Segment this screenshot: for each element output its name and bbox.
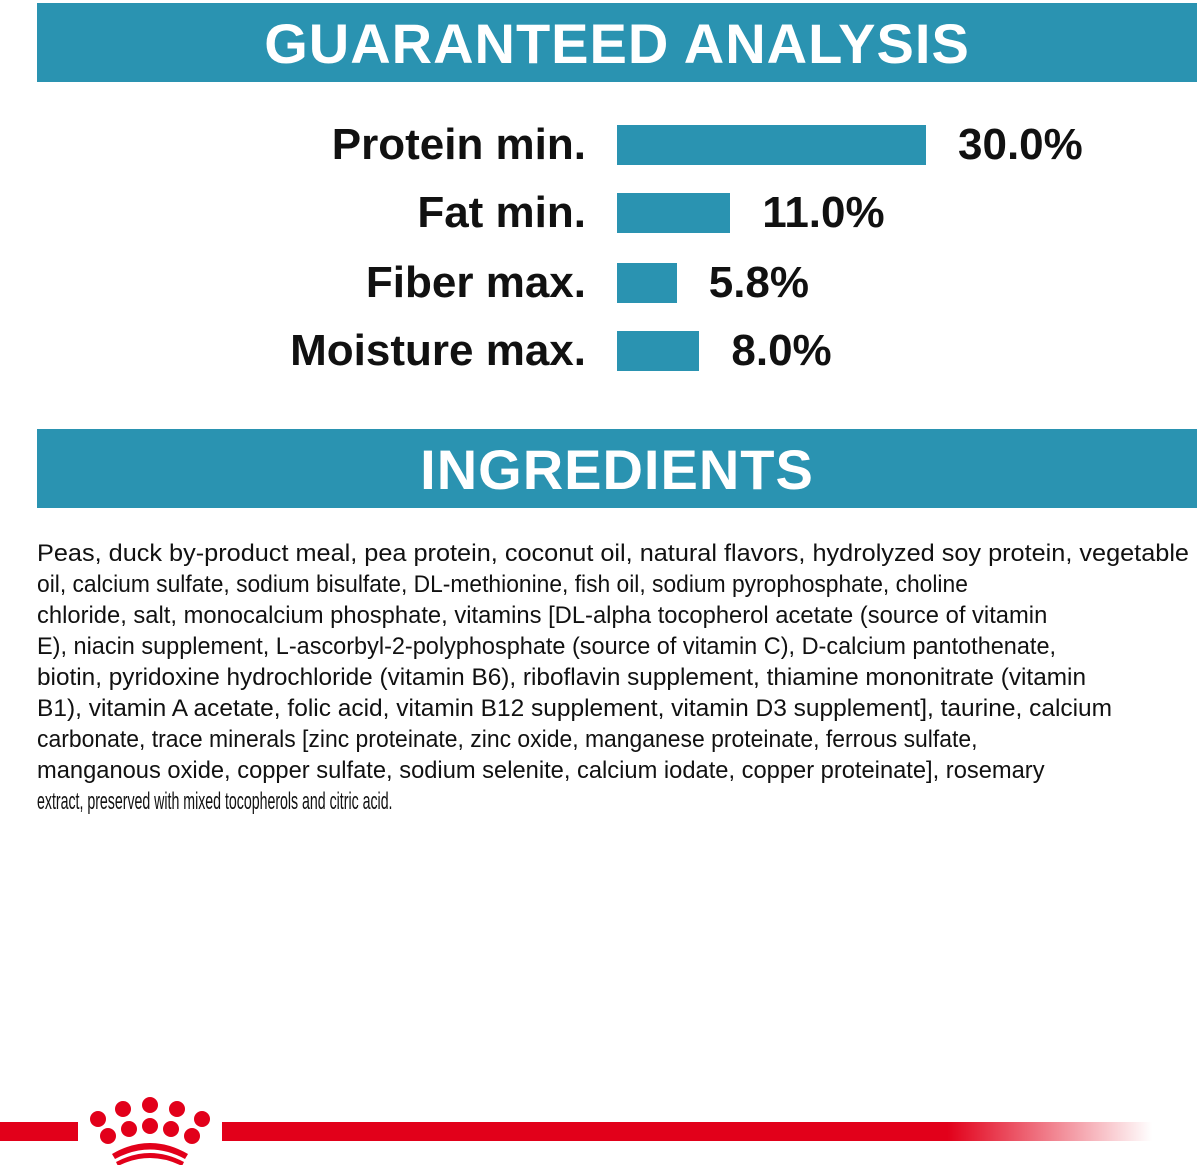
ingredients-line: carbonate, trace minerals [zinc proteina… [37,726,978,753]
analysis-label: Protein min. [331,120,586,169]
analysis-value: 11.0% [762,188,885,237]
analysis-row: Fiber max. 5.8% [0,261,1200,305]
analysis-label: Fiber max. [365,258,586,307]
analysis-row: Fat min. 11.0% [0,191,1200,235]
analysis-value: 30.0% [958,120,1083,169]
analysis-row: Protein min. 30.0% [0,123,1200,167]
analysis-bar [617,125,926,165]
ingredients-line: oil, calcium sulfate, sodium bisulfate, … [37,571,968,598]
analysis-bar [617,193,731,233]
ingredients-line: B1), vitamin A acetate, folic acid, vita… [37,695,1113,722]
ingredients-line: chloride, salt, monocalcium phosphate, v… [37,602,1048,629]
guaranteed-analysis-header: GUARANTEED ANALYSIS [37,3,1197,82]
ingredients-line: extract, preserved with mixed tocopherol… [37,788,393,815]
red-stripe-left [0,1122,78,1141]
ingredients-header: INGREDIENTS [37,429,1197,508]
ingredients-line: Peas, duck by-product meal, pea protein,… [37,540,1189,567]
analysis-bar [617,263,677,303]
analysis-bar [617,331,700,371]
analysis-value: 5.8% [708,258,810,307]
ingredients-line: E), niacin supplement, L-ascorbyl-2-poly… [37,633,1057,660]
analysis-label: Fat min. [417,188,586,237]
ingredients-line: manganous oxide, copper sulfate, sodium … [37,757,1045,784]
red-stripe-right [222,1122,1152,1141]
ingredients-list: Peas, duck by-product meal, pea protein,… [37,538,1189,817]
analysis-label: Moisture max. [290,326,586,375]
analysis-value: 8.0% [731,326,832,375]
ingredients-line: biotin, pyridoxine hydrochloride (vitami… [37,664,1086,691]
footer-brand-strip [0,1097,1152,1165]
crown-logo-icon [90,1097,210,1165]
analysis-row: Moisture max. 8.0% [0,329,1200,373]
